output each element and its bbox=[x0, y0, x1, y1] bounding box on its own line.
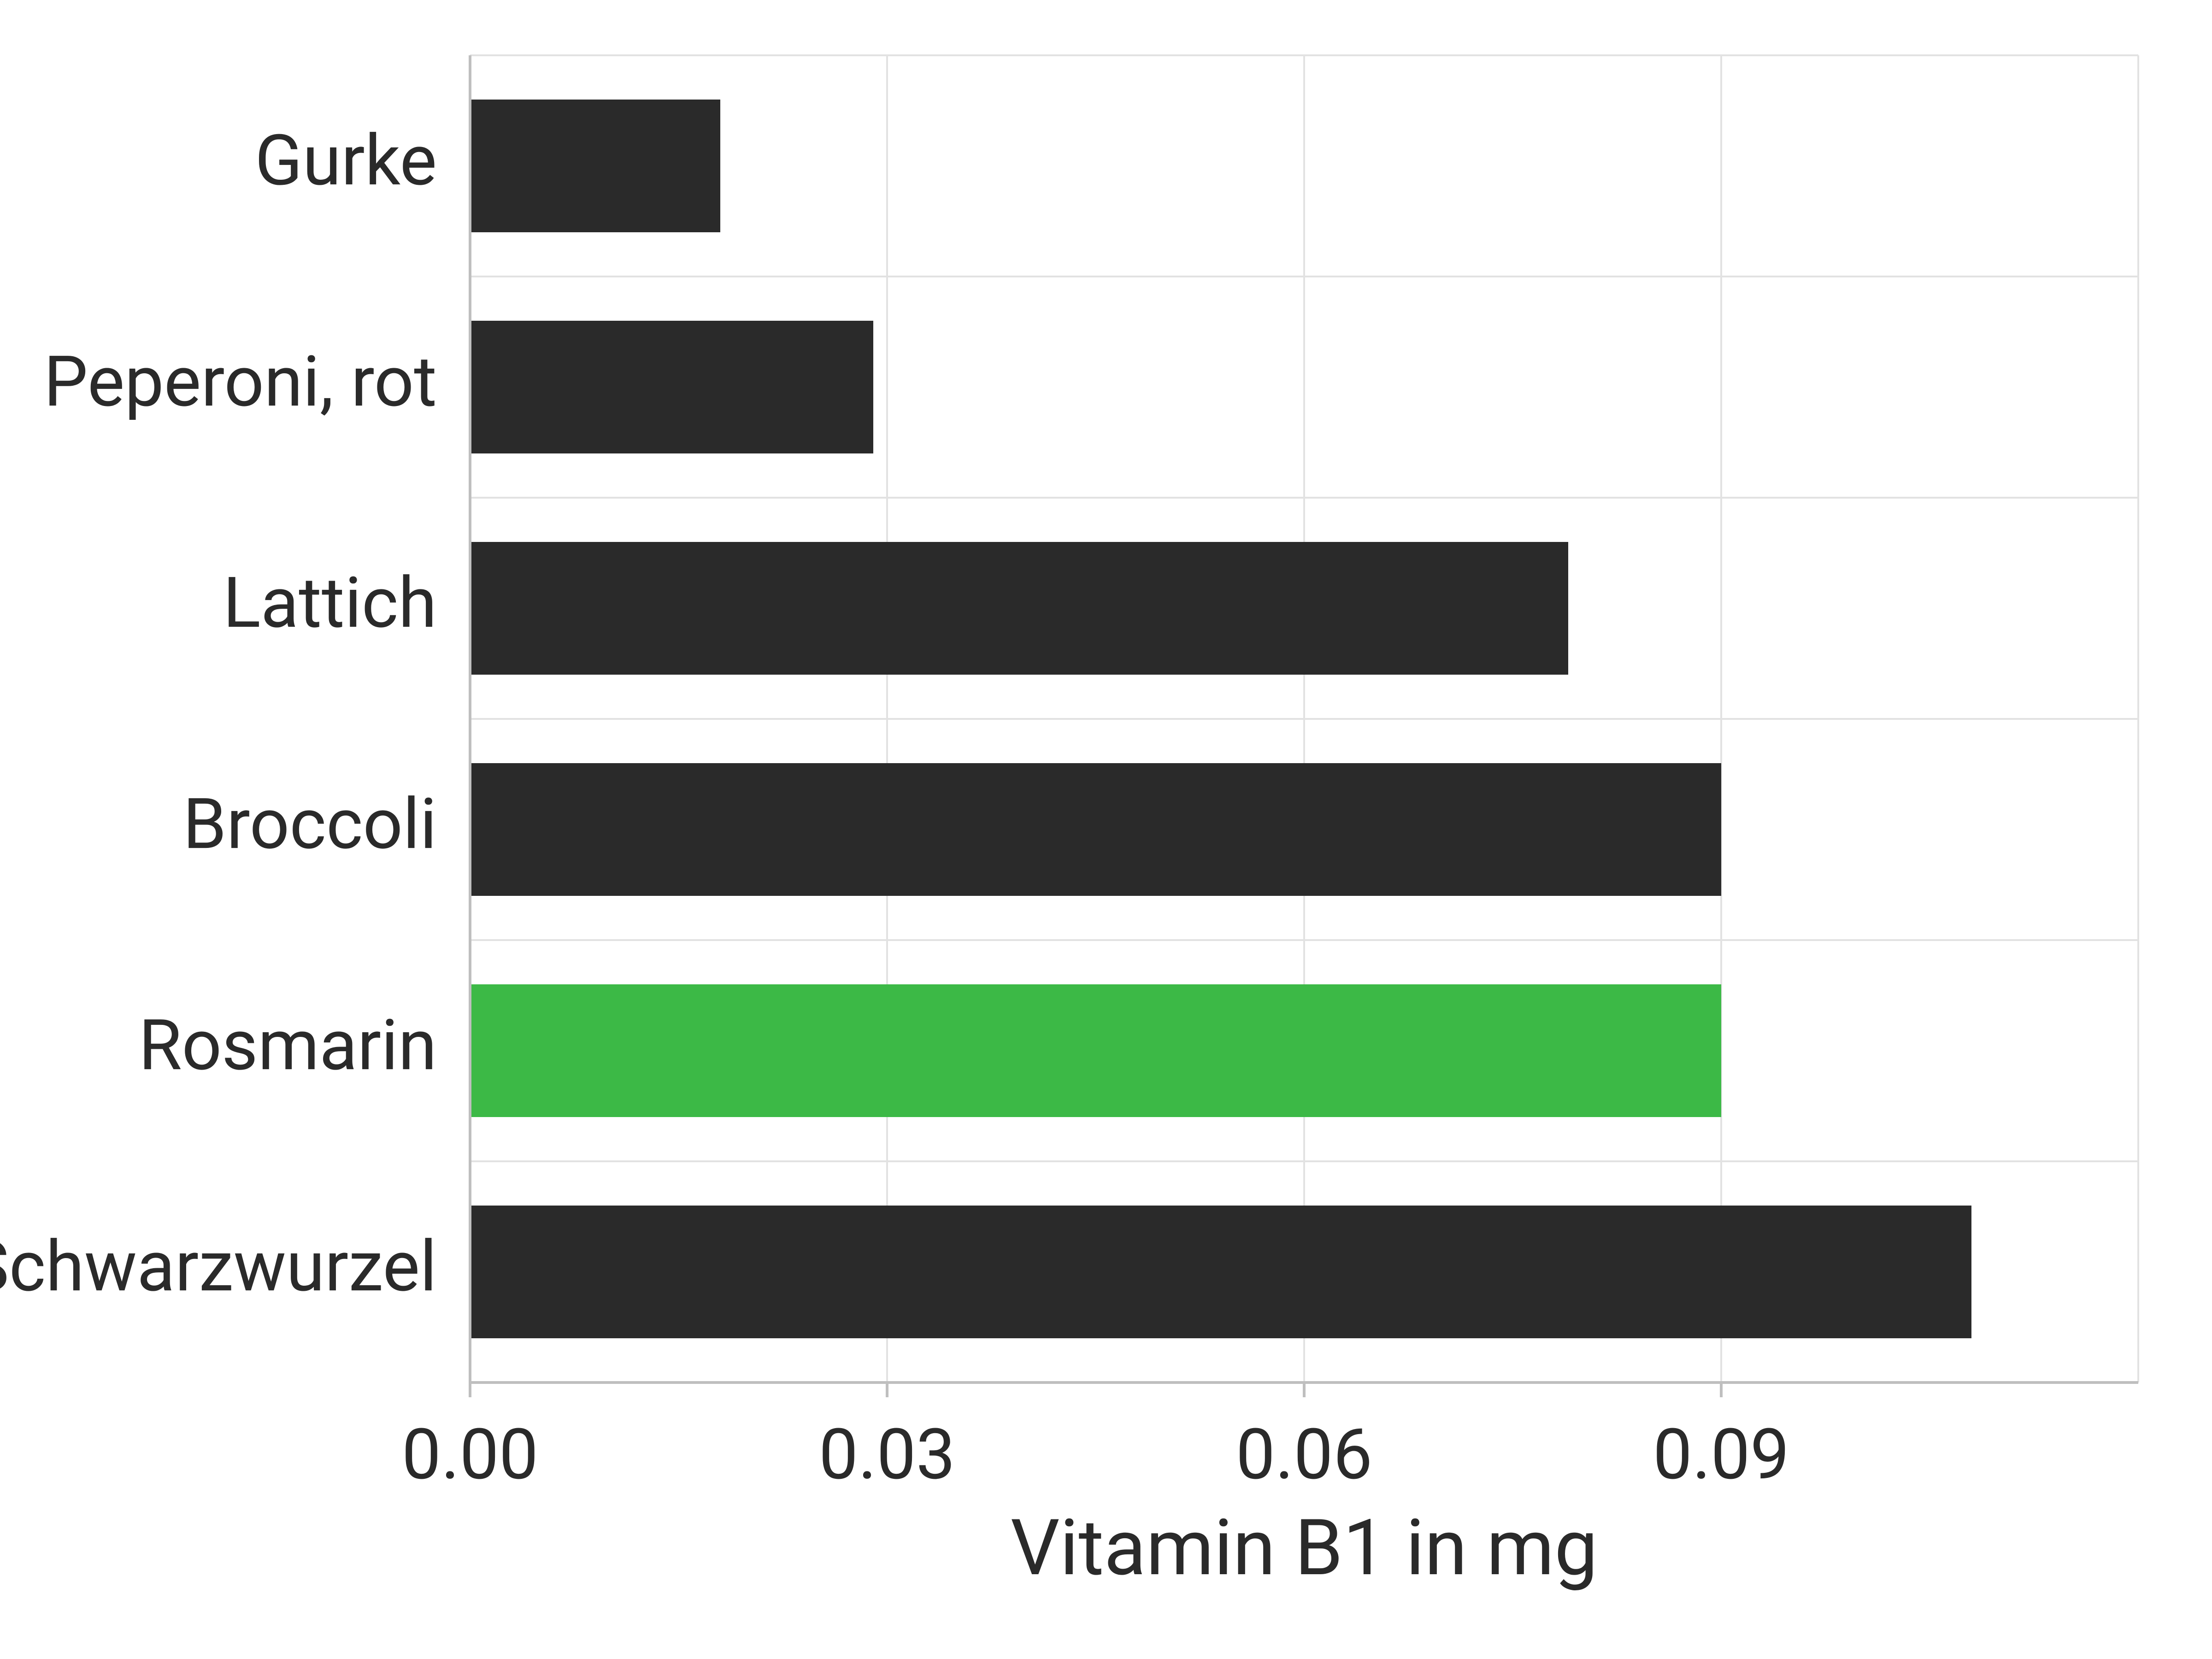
bar bbox=[470, 1206, 1971, 1338]
y-tick-label: Schwarzwurzel bbox=[0, 1226, 437, 1308]
x-axis-title: Vitamin B1 in mg bbox=[1011, 1503, 1598, 1594]
bar bbox=[470, 763, 1721, 896]
y-tick-label: Lattich bbox=[223, 562, 437, 644]
x-tick-label: 0.03 bbox=[819, 1414, 955, 1496]
x-tick-label: 0.09 bbox=[1653, 1414, 1789, 1496]
y-tick-label: Gurke bbox=[255, 120, 437, 202]
chart-svg: Gurke Peperoni, rot Lattich Broccoli Rosmari… bbox=[0, 0, 2212, 1659]
y-tick-label: Broccoli bbox=[183, 783, 437, 865]
bar bbox=[470, 984, 1721, 1117]
x-tick-label: 0.00 bbox=[402, 1414, 538, 1496]
vitamin-b1-bar-chart: Gurke Peperoni, rot Lattich Broccoli Rosmari… bbox=[0, 0, 2212, 1659]
bar bbox=[470, 100, 720, 232]
y-tick-label: Peperoni, rot bbox=[44, 341, 437, 423]
y-tick-label: Rosmarin bbox=[139, 1005, 437, 1087]
x-tick-label: 0.06 bbox=[1236, 1414, 1372, 1496]
bar bbox=[470, 542, 1568, 675]
bar bbox=[470, 321, 873, 453]
